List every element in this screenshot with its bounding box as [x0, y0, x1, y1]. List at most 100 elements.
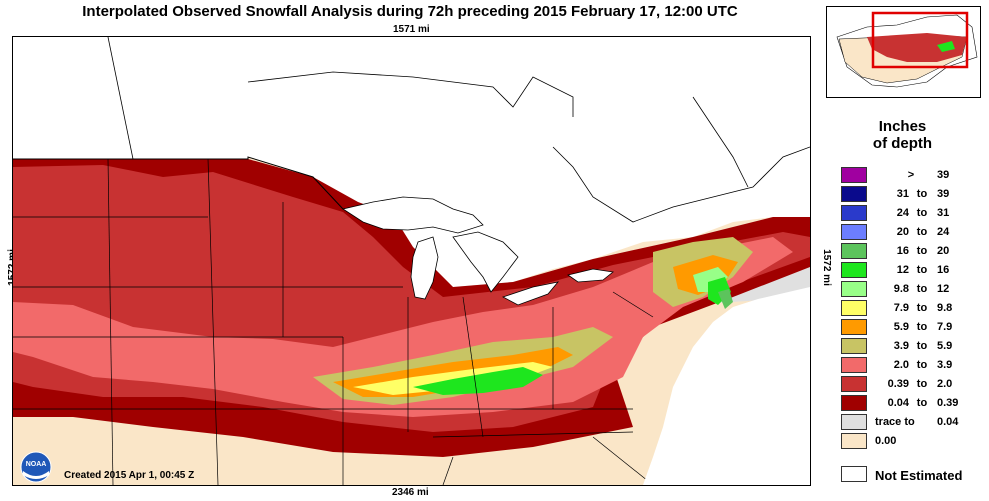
legend-swatch	[841, 376, 867, 392]
legend-entry: 31 to 39	[841, 185, 981, 203]
legend-title-line1: Inches	[878, 118, 927, 135]
canada-border	[13, 156, 344, 210]
snow-ne-12-16	[708, 277, 731, 305]
legend-entry: 0.39 to 2.0	[841, 375, 981, 393]
legend-to: to	[916, 321, 928, 333]
legend-swatch	[841, 281, 867, 297]
legend-swatch	[841, 300, 867, 316]
created-timestamp: Created 2015 Apr 1, 00:45 Z	[64, 470, 195, 481]
lake-huron	[452, 231, 519, 293]
legend-to: to	[916, 302, 928, 314]
legend-entry: 9.8 to 12	[841, 280, 981, 298]
legend-swatch	[841, 167, 867, 183]
lake-michigan	[410, 236, 439, 300]
legend-high: 0.04	[937, 416, 959, 428]
legend-entry: 0.04 to 0.39	[841, 394, 981, 412]
legend-low: 9.8	[893, 283, 909, 295]
locator-inset-map[interactable]	[826, 6, 981, 98]
legend-swatch	[841, 205, 867, 221]
snowfall-map[interactable]	[12, 36, 811, 486]
legend-swatch-not-estimated	[841, 466, 867, 482]
legend-title-line2: of depth	[872, 135, 933, 152]
legend-entry: 16 to 20	[841, 242, 981, 260]
legend-high: 5.9	[937, 340, 953, 352]
legend-high: 2.0	[937, 378, 953, 390]
legend-high: 31	[937, 207, 950, 219]
legend-high: 3.9	[937, 359, 953, 371]
legend-to: to	[916, 283, 928, 295]
legend-entry: 24 to 31	[841, 204, 981, 222]
legend-low: 16	[896, 245, 909, 257]
map-title: Interpolated Observed Snowfall Analysis …	[82, 3, 738, 20]
legend-entry: 12 to 16	[841, 261, 981, 279]
lake-erie	[501, 281, 560, 306]
noaa-logo-text: NOAA	[26, 461, 47, 468]
legend-to: to	[916, 207, 928, 219]
legend-low: 12	[896, 264, 909, 276]
legend-low: 31	[896, 188, 909, 200]
legend-entry: 2.0 to 3.9	[841, 356, 981, 374]
inset-extent-box	[871, 11, 969, 69]
legend-high: 20	[937, 245, 950, 257]
legend-low: 7.9	[893, 302, 909, 314]
legend-to: to	[916, 340, 928, 352]
snow-7.9-9.8	[353, 362, 553, 395]
legend-to: to	[916, 188, 928, 200]
legend-entry: 20 to 24	[841, 223, 981, 241]
legend-low: 5.9	[893, 321, 909, 333]
legend-to: to	[916, 245, 928, 257]
legend-swatch	[841, 224, 867, 240]
legend-high: 24	[937, 226, 950, 238]
legend-swatch	[841, 319, 867, 335]
noaa-logo-icon: NOAA	[20, 451, 52, 483]
legend-swatch	[841, 338, 867, 354]
legend-low: 24	[896, 207, 909, 219]
legend-trace-label: trace to	[875, 416, 915, 428]
legend-entry: trace to 0.04	[841, 413, 981, 431]
legend-zero: 0.00	[875, 435, 897, 447]
legend-low: 0.04	[887, 397, 909, 409]
snowfall-map-canvas	[13, 37, 810, 485]
legend-low: 3.9	[893, 340, 909, 352]
legend-low: 2.0	[893, 359, 909, 371]
legend-entry: > 39	[841, 166, 981, 184]
legend-to: to	[916, 226, 928, 238]
snow-ne-16-20	[718, 289, 733, 309]
legend-swatch	[841, 186, 867, 202]
snow-2.0-3.9	[13, 237, 793, 417]
lake-superior	[341, 196, 484, 234]
legend-high: 0.39	[937, 397, 959, 409]
legend-swatch	[841, 395, 867, 411]
legend-to: to	[916, 359, 928, 371]
locator-inset-canvas	[836, 11, 978, 88]
legend-entry: 0.00	[841, 432, 981, 450]
legend-high: 12	[937, 283, 950, 295]
snow-12-16	[413, 367, 543, 395]
legend-high: 16	[937, 264, 950, 276]
legend-to: to	[916, 378, 928, 390]
scale-label-top: 1571 mi	[393, 24, 430, 35]
legend-to: to	[916, 397, 928, 409]
legend-not-estimated: Not Estimated	[841, 466, 981, 484]
legend-swatch	[841, 414, 867, 430]
legend-entry: 7.9 to 9.8	[841, 299, 981, 317]
scale-label-bottom: 2346 mi	[392, 487, 429, 498]
legend-entry: 5.9 to 7.9	[841, 318, 981, 336]
legend-gt-symbol: >	[907, 169, 915, 181]
legend-swatch	[841, 262, 867, 278]
legend-high: 9.8	[937, 302, 953, 314]
legend-high: 39	[937, 169, 950, 181]
legend-low: 0.39	[887, 378, 909, 390]
atlantic-ocean	[643, 287, 810, 485]
legend-high: 39	[937, 188, 950, 200]
legend-low: 20	[896, 226, 909, 238]
scale-label-right: 1572 mi	[820, 249, 832, 286]
legend-title: Inches of depth	[826, 118, 979, 152]
legend-swatch	[841, 433, 867, 449]
legend-swatch	[841, 357, 867, 373]
legend-swatch	[841, 243, 867, 259]
legend-high: 7.9	[937, 321, 953, 333]
inset-snow-green	[937, 41, 955, 52]
lake-ontario	[567, 268, 614, 283]
legend-not-estimated-label: Not Estimated	[875, 468, 963, 483]
